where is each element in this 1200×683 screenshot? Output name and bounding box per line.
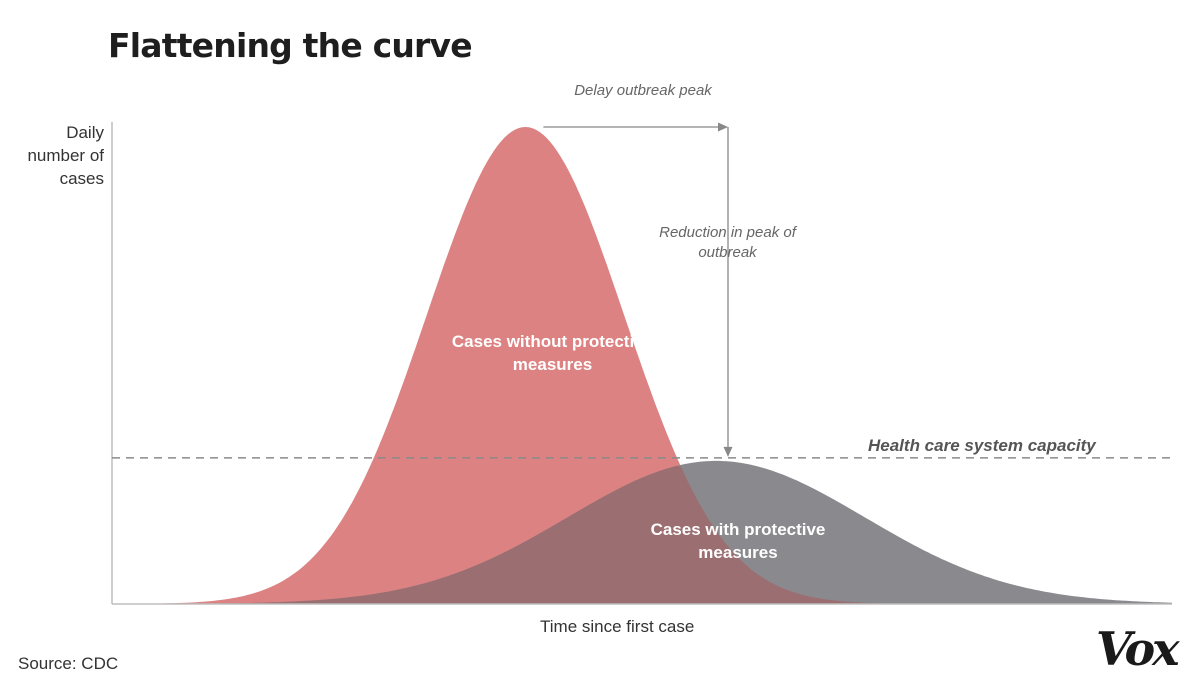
reduction-arrowhead-icon — [723, 446, 733, 457]
vox-logo: Vox — [1096, 622, 1180, 676]
annotation-delay-peak: Delay outbreak peak — [574, 82, 712, 99]
area-cases-without-measures — [112, 127, 1172, 604]
delay-arrowhead-icon — [718, 122, 728, 132]
series-label-without-measures: Cases without protective measures — [451, 332, 654, 374]
x-axis-label: Time since first case — [540, 617, 695, 636]
capacity-label: Health care system capacity — [868, 436, 1096, 455]
area-overlap — [112, 465, 1172, 604]
series-label-with-measures: Cases with protective measures — [650, 520, 826, 562]
source-note: Source: CDC — [18, 654, 119, 673]
annotation-reduction-peak: Reduction in peak of outbreak — [659, 224, 796, 261]
chart-title: Flattening the curve — [108, 26, 473, 65]
y-axis-label: Daily number of cases — [27, 123, 104, 188]
